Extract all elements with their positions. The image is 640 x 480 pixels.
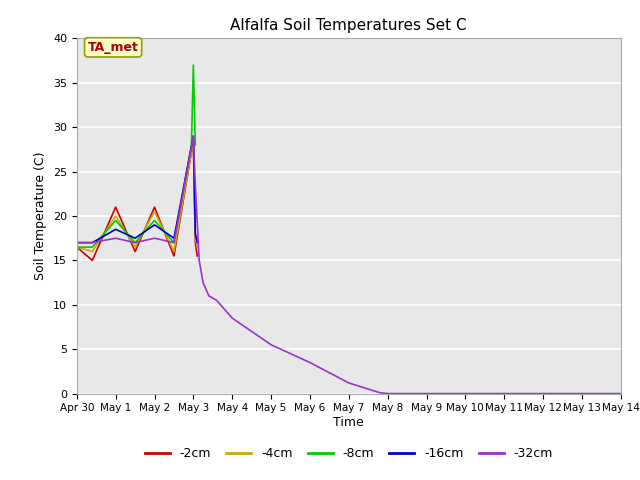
X-axis label: Time: Time (333, 416, 364, 429)
Y-axis label: Soil Temperature (C): Soil Temperature (C) (35, 152, 47, 280)
Legend: -2cm, -4cm, -8cm, -16cm, -32cm: -2cm, -4cm, -8cm, -16cm, -32cm (140, 443, 558, 466)
Text: TA_met: TA_met (88, 41, 138, 54)
Title: Alfalfa Soil Temperatures Set C: Alfalfa Soil Temperatures Set C (230, 18, 467, 33)
